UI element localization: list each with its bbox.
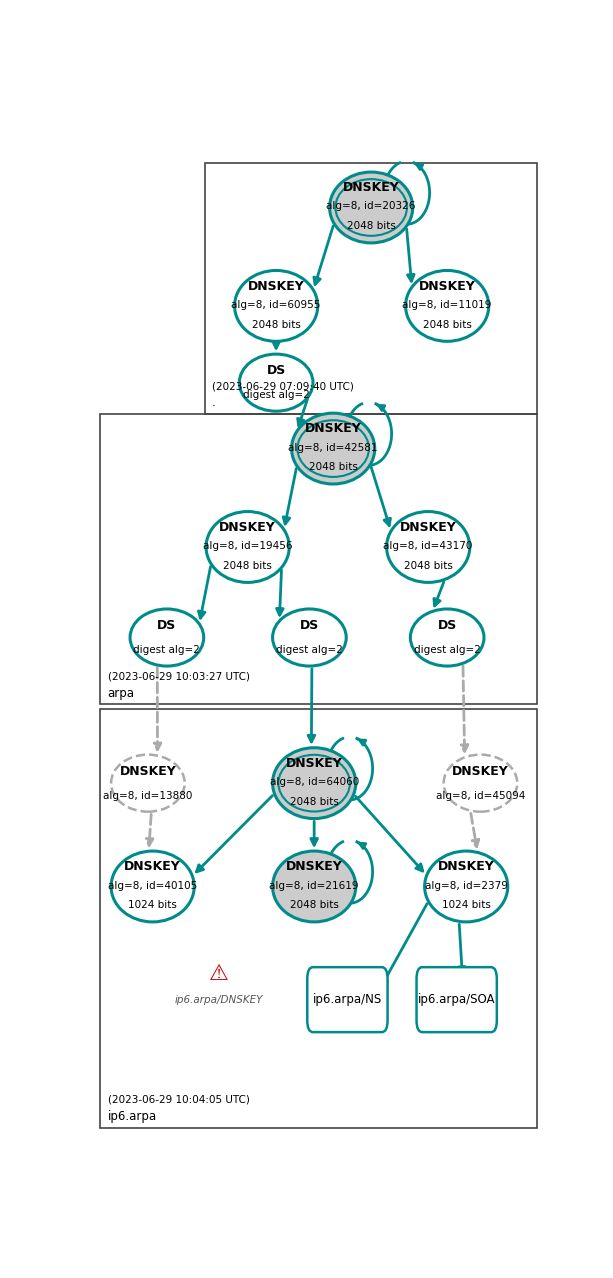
Ellipse shape — [330, 173, 413, 243]
Text: (2023-06-29 07:09:40 UTC): (2023-06-29 07:09:40 UTC) — [212, 382, 354, 391]
Ellipse shape — [239, 354, 313, 412]
Ellipse shape — [130, 610, 204, 666]
Ellipse shape — [387, 511, 470, 583]
Text: alg=8, id=13880: alg=8, id=13880 — [103, 791, 192, 801]
Ellipse shape — [406, 271, 489, 341]
Text: (2023-06-29 10:04:05 UTC): (2023-06-29 10:04:05 UTC) — [107, 1095, 249, 1105]
Text: 2048 bits: 2048 bits — [423, 320, 471, 330]
Text: 2048 bits: 2048 bits — [223, 561, 272, 571]
Text: alg=8, id=60955: alg=8, id=60955 — [232, 300, 321, 309]
Text: 2048 bits: 2048 bits — [290, 900, 338, 910]
Text: alg=8, id=45094: alg=8, id=45094 — [436, 791, 525, 801]
Text: DS: DS — [438, 620, 457, 633]
Text: 1024 bits: 1024 bits — [128, 900, 177, 910]
Text: DS: DS — [158, 620, 177, 633]
Text: alg=8, id=20326: alg=8, id=20326 — [327, 202, 416, 211]
Text: DNSKEY: DNSKEY — [219, 521, 276, 534]
Text: alg=8, id=64060: alg=8, id=64060 — [270, 777, 359, 787]
Ellipse shape — [273, 610, 346, 666]
Text: DNSKEY: DNSKEY — [452, 764, 509, 778]
FancyBboxPatch shape — [417, 967, 497, 1033]
Text: DNSKEY: DNSKEY — [120, 764, 177, 778]
Ellipse shape — [206, 511, 289, 583]
Text: digest alg=2: digest alg=2 — [243, 391, 310, 400]
Text: 2048 bits: 2048 bits — [404, 561, 452, 571]
Text: DS: DS — [267, 364, 286, 377]
Ellipse shape — [111, 754, 185, 812]
Text: 2048 bits: 2048 bits — [290, 797, 338, 806]
Ellipse shape — [444, 754, 517, 812]
Bar — [101, 709, 538, 1127]
Text: DNSKEY: DNSKEY — [419, 280, 476, 293]
Text: DNSKEY: DNSKEY — [343, 181, 400, 194]
Text: ip6.arpa/NS: ip6.arpa/NS — [313, 993, 382, 1006]
Text: DNSKEY: DNSKEY — [286, 757, 343, 769]
Text: DNSKEY: DNSKEY — [248, 280, 305, 293]
Text: alg=8, id=19456: alg=8, id=19456 — [203, 541, 292, 551]
Bar — [101, 414, 538, 704]
Ellipse shape — [111, 851, 194, 921]
Text: alg=8, id=40105: alg=8, id=40105 — [108, 881, 197, 891]
Text: .: . — [212, 396, 216, 409]
Text: ip6.arpa: ip6.arpa — [107, 1109, 157, 1122]
Text: DNSKEY: DNSKEY — [400, 521, 457, 534]
Text: digest alg=2: digest alg=2 — [414, 645, 481, 656]
Text: digest alg=2: digest alg=2 — [276, 645, 343, 656]
Text: 2048 bits: 2048 bits — [252, 320, 300, 330]
Text: DNSKEY: DNSKEY — [286, 860, 343, 873]
Ellipse shape — [410, 610, 484, 666]
Ellipse shape — [425, 851, 508, 921]
Text: digest alg=2: digest alg=2 — [134, 645, 200, 656]
Ellipse shape — [273, 748, 356, 819]
Bar — [205, 164, 538, 414]
Text: ip6.arpa/SOA: ip6.arpa/SOA — [418, 993, 495, 1006]
Text: 1024 bits: 1024 bits — [442, 900, 490, 910]
Text: ip6.arpa/DNSKEY: ip6.arpa/DNSKEY — [175, 994, 264, 1005]
Text: alg=8, id=11019: alg=8, id=11019 — [403, 300, 492, 309]
Text: 2048 bits: 2048 bits — [309, 463, 357, 473]
FancyBboxPatch shape — [307, 967, 387, 1033]
Ellipse shape — [273, 851, 356, 921]
Ellipse shape — [292, 413, 375, 484]
Text: DNSKEY: DNSKEY — [124, 860, 181, 873]
Text: alg=8, id=42581: alg=8, id=42581 — [288, 442, 378, 452]
Text: DNSKEY: DNSKEY — [305, 423, 362, 436]
Text: DNSKEY: DNSKEY — [438, 860, 495, 873]
Text: ⚠: ⚠ — [209, 964, 229, 984]
Text: 2048 bits: 2048 bits — [347, 221, 395, 231]
Text: alg=8, id=2379: alg=8, id=2379 — [425, 881, 508, 891]
Text: (2023-06-29 10:03:27 UTC): (2023-06-29 10:03:27 UTC) — [107, 672, 249, 681]
Ellipse shape — [235, 271, 318, 341]
Text: DS: DS — [300, 620, 319, 633]
Text: alg=8, id=43170: alg=8, id=43170 — [384, 541, 473, 551]
Text: alg=8, id=21619: alg=8, id=21619 — [269, 881, 359, 891]
Text: arpa: arpa — [107, 686, 134, 699]
